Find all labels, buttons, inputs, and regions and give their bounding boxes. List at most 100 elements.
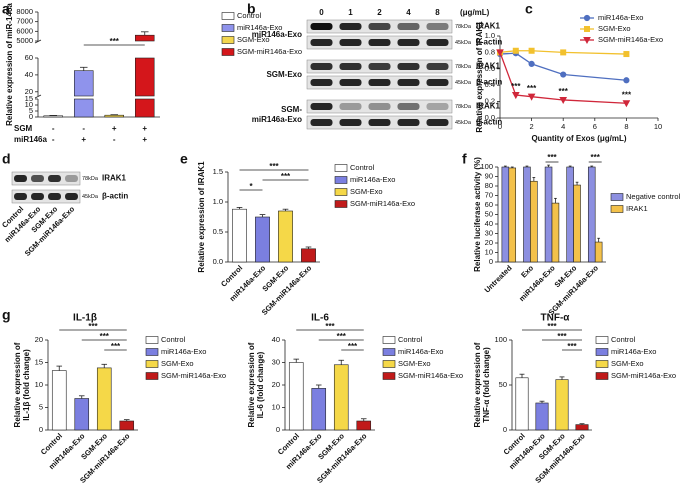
panel-label: e <box>180 151 188 167</box>
y-tick-label: 0.8 <box>485 47 495 56</box>
blot-band <box>397 79 420 86</box>
blot-band <box>426 23 449 30</box>
blot-band <box>339 79 362 86</box>
bar <box>508 167 517 263</box>
significance-label: *** <box>100 332 110 341</box>
bar <box>255 216 270 263</box>
band-kda: 78kDa <box>455 24 472 30</box>
blot-band <box>48 175 61 182</box>
y-axis-label: Relative expression of miR-146a <box>5 3 14 126</box>
legend-swatch <box>595 348 609 356</box>
bar <box>134 34 155 42</box>
blot-band <box>31 175 44 182</box>
y-tick-label: 10 <box>272 402 280 411</box>
bar <box>288 362 304 431</box>
bar <box>73 98 94 118</box>
y-tick-label: 40 <box>485 219 493 228</box>
legend-label: SGM-Exo <box>350 187 383 196</box>
legend-label: SGM-miR146a-Exo <box>598 35 663 44</box>
significance-label: *** <box>591 153 601 162</box>
band-kda: 45kDa <box>455 40 472 46</box>
legend-label: SGM-Exo <box>598 24 631 33</box>
significance-label: *** <box>325 322 335 331</box>
y-tick-label: 7000 <box>16 17 33 26</box>
y-tick-label: 20 <box>25 87 33 96</box>
legend-swatch <box>145 372 159 380</box>
legend-swatch <box>221 12 235 20</box>
legend-label: SGM-miR146a-Exo <box>161 371 226 380</box>
legend-swatch <box>610 205 624 213</box>
bar <box>566 166 574 263</box>
chart-title: IL-1β <box>73 313 97 324</box>
significance-label: *** <box>547 322 557 331</box>
bar <box>43 115 64 118</box>
lane-label: 1 <box>348 8 353 17</box>
marker <box>583 14 591 22</box>
x-table-value: + <box>81 135 86 144</box>
legend-label: Control <box>237 11 262 20</box>
bar <box>134 98 155 118</box>
legend-label: IRAK1 <box>626 204 648 213</box>
blot-band <box>368 79 391 86</box>
legend-swatch <box>334 176 348 184</box>
lane-unit: (μg/mL) <box>460 8 490 17</box>
legend-label: miR146a-Exo <box>237 23 282 32</box>
bar <box>104 114 125 118</box>
blot-band <box>368 39 391 46</box>
significance-label: *** <box>559 87 569 96</box>
legend-swatch <box>145 348 159 356</box>
marker <box>623 51 630 58</box>
blot-band <box>397 23 420 30</box>
x-tick-label: Untreated <box>482 263 513 294</box>
significance-label: *** <box>557 332 567 341</box>
y-tick-label: 60 <box>25 53 33 62</box>
blot-band <box>31 193 44 200</box>
band-kda: 45kDa <box>455 120 472 126</box>
marker <box>560 49 567 56</box>
marker <box>583 37 591 45</box>
legend-swatch <box>145 360 159 368</box>
blot-strip <box>11 171 81 186</box>
marker <box>527 93 536 101</box>
bar <box>134 57 155 97</box>
y-axis-label: Relative expression of IRAK1 <box>197 161 206 273</box>
bar <box>74 398 90 431</box>
bar <box>73 70 94 97</box>
blot-band <box>397 39 420 46</box>
x-tick-label: Exo <box>519 263 535 279</box>
legend-label: SGM-Exo <box>237 35 270 44</box>
blot-band <box>65 193 78 200</box>
blot-band <box>310 63 333 70</box>
legend-label: SGM-Exo <box>161 359 194 368</box>
axis-break <box>34 39 42 44</box>
x-table-value: - <box>113 135 116 144</box>
y-tick-label: 20 <box>485 238 493 247</box>
blot-band <box>397 103 420 110</box>
legend-label: Control <box>611 335 636 344</box>
y-tick-label: 100 <box>480 162 493 171</box>
y-axis-label: Relative expression of <box>473 342 482 427</box>
bar <box>301 248 316 263</box>
blot-band <box>339 103 362 110</box>
y-tick-label: 30 <box>272 357 280 366</box>
marker <box>512 47 519 54</box>
bar <box>530 180 538 263</box>
blot-band <box>310 119 333 126</box>
y-tick-label: 0.0 <box>485 113 495 122</box>
bar <box>51 370 67 431</box>
x-table-value: - <box>52 135 55 144</box>
band-protein: β-actin <box>476 78 502 87</box>
y-axis-label: Relative luciferase activity (%) <box>473 157 482 272</box>
blot-band <box>397 63 420 70</box>
y-tick-label: 90 <box>485 171 493 180</box>
blot-band <box>426 63 449 70</box>
y-tick-label: 30 <box>485 228 493 237</box>
y-tick-label: 0 <box>489 257 493 266</box>
panel-label: c <box>525 1 533 17</box>
y-tick-label: 100 <box>494 335 507 344</box>
y-tick-label: 10 <box>25 100 33 109</box>
significance-label: *** <box>281 172 291 181</box>
band-protein: β-actin <box>102 192 128 201</box>
